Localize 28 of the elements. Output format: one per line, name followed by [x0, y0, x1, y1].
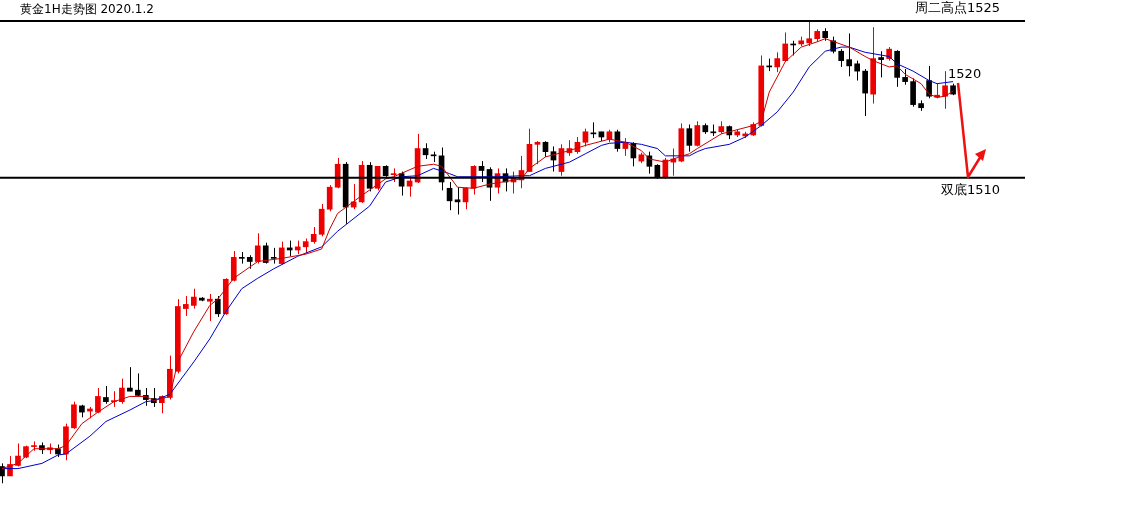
candlestick	[694, 120, 701, 147]
candlestick	[214, 295, 221, 318]
candlestick	[686, 123, 693, 153]
candlestick	[71, 401, 77, 430]
candlestick	[127, 366, 133, 392]
candlestick	[862, 68, 868, 117]
candlestick	[774, 51, 781, 73]
candlestick	[0, 462, 5, 484]
candlestick	[206, 293, 213, 322]
candlestick	[846, 32, 852, 77]
candlestick	[942, 70, 948, 110]
chart-title: 黄金1H走势图 2020.1.2	[18, 2, 156, 17]
candlestick	[254, 232, 261, 265]
candlestick	[95, 387, 101, 414]
ref-line-label: 双底1510	[940, 180, 1000, 199]
candlestick	[119, 378, 125, 405]
candlestick	[534, 140, 541, 165]
candlestick	[806, 21, 813, 47]
annotation: 1520	[948, 66, 982, 81]
candlestick	[854, 60, 860, 82]
candlestick	[182, 295, 189, 317]
candlestick	[910, 77, 916, 108]
ref-line-label: 周二高点1525	[914, 0, 1000, 17]
candlestick	[326, 184, 333, 212]
candlestick	[782, 31, 789, 63]
candlestick	[190, 288, 197, 310]
candlestick	[878, 50, 884, 78]
candlestick	[454, 186, 461, 215]
